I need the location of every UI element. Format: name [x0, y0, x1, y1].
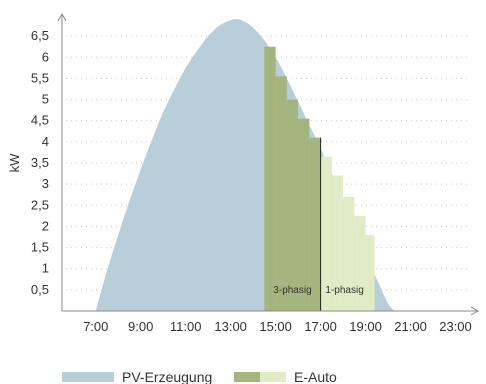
x-tick-label: 23:00: [439, 319, 472, 334]
y-tick-label: 3: [42, 176, 49, 191]
x-tick-labels: 7:00 9:00 11:00 13:00 15:00 17:00 19:00 21:00 23…: [83, 319, 472, 334]
e-auto-step-5: [320, 156, 332, 311]
y-tick-label: 0,5: [31, 282, 49, 297]
legend-swatch-e-auto-1phase: [260, 372, 286, 382]
y-tick-label: 5,5: [31, 70, 49, 85]
y-tick-label: 1,5: [31, 240, 49, 255]
e-auto-step-0: [264, 46, 276, 311]
x-tick-label: 15:00: [259, 319, 292, 334]
e-auto-step-2: [286, 99, 299, 311]
e-auto-step-6: [331, 175, 344, 311]
x-axis-arrow: [470, 306, 480, 316]
e-auto-step-3: [298, 118, 310, 311]
y-tick-label: 5: [42, 92, 49, 107]
annotation-one-phase: 1-phasig: [325, 285, 363, 296]
x-tick-label: 9:00: [128, 319, 153, 334]
legend-label-pv: PV-Erzeugung: [122, 369, 212, 384]
legend-swatch-pv: [62, 372, 114, 382]
e-auto-layer: [264, 46, 375, 311]
x-tick-label: 11:00: [170, 319, 202, 334]
y-tick-labels: 0,5 1 1,5 2 2,5 3 3,5 4 4,5 5 5,5 6 6,5: [31, 28, 49, 297]
y-tick-label: 2,5: [31, 197, 49, 212]
x-tick-label: 21:00: [394, 319, 427, 334]
y-axis-label: kW: [7, 153, 22, 173]
e-auto-step-4: [309, 137, 321, 311]
x-tick-label: 19:00: [349, 319, 382, 334]
e-auto-step-1: [275, 76, 287, 311]
y-tick-label: 4,5: [31, 113, 49, 128]
y-tick-label: 6: [42, 49, 49, 64]
y-tick-label: 1: [42, 261, 49, 276]
legend-swatch-e-auto-3phase: [234, 372, 260, 382]
y-tick-label: 6,5: [31, 28, 49, 43]
x-tick-label: 7:00: [83, 319, 108, 334]
y-tick-label: 4: [42, 134, 49, 149]
y-tick-label: 2: [42, 218, 49, 233]
e-auto-step-7: [343, 196, 355, 311]
e-auto-step-8: [354, 215, 366, 311]
legend: PV-Erzeugung E-Auto: [62, 369, 337, 384]
annotation-three-phase: 3-phasig: [273, 285, 311, 296]
axes: [57, 12, 480, 316]
e-auto-step-9: [365, 234, 375, 311]
x-tick-label: 13:00: [214, 319, 247, 334]
y-axis-arrow: [57, 12, 67, 22]
x-tick-label: 17:00: [304, 319, 337, 334]
y-tick-label: 3,5: [31, 155, 49, 170]
legend-label-e-auto: E-Auto: [294, 369, 337, 384]
